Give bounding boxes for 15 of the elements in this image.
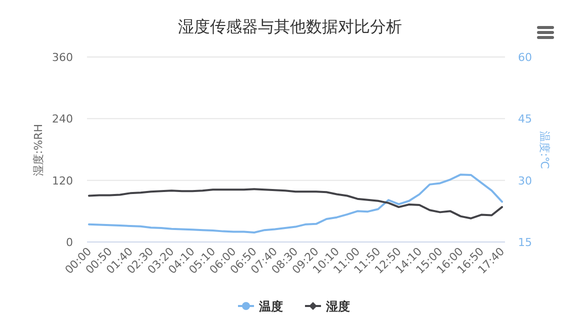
line-series [88,188,503,220]
y-tick-label: 360 [52,51,73,64]
y2-tick-label: 45 [518,112,532,126]
line-series [88,174,503,234]
y-tick-label: 120 [52,174,73,188]
y2-tick-label: 60 [518,51,532,64]
y2-tick-label: 15 [518,236,532,249]
y-tick-label: 0 [66,236,73,249]
y2-tick-label: 30 [518,174,532,188]
y-axis-title: 湿度:%RH [32,124,45,176]
y-tick-label: 240 [52,112,73,126]
chart-title: 湿度传感器与其他数据对比分析 [178,17,402,36]
y2-axis-title: 温度:℃ [538,130,551,170]
legend-label: 湿度 [325,300,350,314]
legend-label: 温度 [258,300,283,314]
